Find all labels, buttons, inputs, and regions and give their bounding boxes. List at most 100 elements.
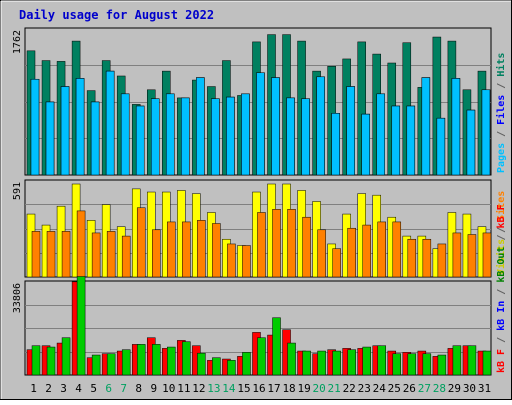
bar-sites-day-3 [61, 231, 71, 278]
x-tick-label: 10 [162, 382, 175, 395]
x-tick-label: 20 [313, 382, 326, 395]
bar-sites-day-17 [272, 209, 281, 278]
bar-kb-out-day-11 [182, 341, 191, 376]
bar-pages-day-6 [105, 70, 115, 176]
bar-pages-day-7 [120, 93, 130, 176]
bar-pages-day-30 [466, 109, 476, 176]
bar-sites-day-22 [347, 227, 356, 278]
bar-pages-day-18 [286, 97, 295, 176]
bar-pages-day-29 [451, 78, 461, 176]
bar-kb-out-day-6 [106, 353, 116, 376]
bar-pages-day-15 [241, 93, 250, 176]
bar-pages-day-17 [271, 77, 280, 176]
bar-kb-out-day-20 [317, 350, 326, 376]
x-tick-label: 17 [267, 382, 280, 395]
bar-sites-day-21 [332, 248, 341, 278]
bar-pages-day-22 [346, 86, 355, 176]
bar-kb-out-day-30 [467, 345, 477, 376]
legend-entry: kB Out [496, 247, 507, 283]
bar-sites-day-26 [407, 238, 417, 278]
bar-pages-day-19 [301, 98, 310, 176]
bar-sites-day-15 [242, 245, 251, 278]
legend-entry: / [496, 228, 507, 246]
x-tick-label: 6 [105, 382, 112, 395]
x-tick-label: 15 [237, 382, 250, 395]
bar-kb-out-day-19 [302, 350, 311, 376]
bar-kb-out-day-17 [272, 317, 281, 376]
legend-entry: / [496, 125, 507, 143]
bar-sites-day-29 [452, 232, 462, 278]
bar-sites-day-1 [31, 231, 41, 278]
bar-kb-out-day-10 [167, 346, 176, 376]
bar-sites-day-27 [422, 238, 432, 278]
bar-kb-out-day-3 [61, 337, 71, 376]
bar-pages-day-5 [90, 101, 100, 176]
bar-kb-out-day-18 [287, 342, 296, 376]
x-tick-label: 28 [433, 382, 446, 395]
legend-entry: kB In [496, 301, 507, 331]
x-tick-label: 13 [207, 382, 220, 395]
x-tick-label: 29 [448, 382, 461, 395]
bar-pages-day-25 [391, 105, 401, 176]
bar-kb-out-day-15 [242, 352, 251, 376]
bar-pages-day-8 [135, 105, 145, 176]
x-tick-label: 2 [45, 382, 52, 395]
bar-kb-out-day-7 [121, 349, 131, 376]
legend-entry: Pages [496, 143, 507, 173]
bar-pages-day-3 [60, 86, 70, 176]
x-tick-label: 14 [222, 382, 236, 395]
series-legend: Pages / Files / Hits [495, 53, 507, 173]
x-tick-label: 12 [192, 382, 205, 395]
bar-sites-day-18 [287, 209, 296, 278]
bar-kb-out-day-25 [392, 353, 402, 376]
x-tick-label: 24 [373, 382, 387, 395]
bar-pages-day-11 [181, 97, 190, 176]
bar-pages-day-31 [481, 89, 491, 176]
x-tick-label: 8 [135, 382, 142, 395]
bar-sites-day-11 [182, 221, 191, 278]
bar-kb-out-day-29 [452, 345, 462, 376]
bar-pages-day-21 [331, 113, 340, 176]
series-legend: Visits / Sites [495, 191, 507, 275]
legend-entry: / [496, 221, 507, 239]
bar-kb-out-day-27 [422, 353, 432, 376]
legend-entry: kB F [496, 349, 507, 373]
legend-entry: / [496, 331, 507, 349]
ymax-label: 1762 [12, 30, 23, 54]
x-tick-label: 23 [358, 382, 371, 395]
legend-entry: Sites [495, 191, 507, 221]
bar-pages-day-12 [196, 77, 205, 176]
bar-pages-day-1 [30, 78, 40, 176]
legend-entry: Hits [495, 53, 507, 77]
x-tick-label: 1 [30, 382, 37, 395]
bar-sites-day-19 [302, 216, 311, 278]
bar-kb-out-day-23 [362, 346, 371, 376]
bar-pages-day-26 [406, 105, 416, 176]
bar-pages-day-14 [226, 96, 235, 176]
bar-sites-day-12 [197, 220, 206, 278]
x-tick-label: 19 [297, 382, 310, 395]
bar-kb-out-day-2 [46, 346, 56, 376]
bar-kb-out-day-9 [152, 344, 161, 376]
x-tick-label: 9 [150, 382, 157, 395]
bar-sites-day-5 [91, 232, 101, 278]
legend-entry: Visits [495, 239, 507, 275]
x-tick-label: 5 [90, 382, 97, 395]
bar-pages-day-20 [316, 76, 325, 176]
bar-sites-day-6 [106, 231, 116, 278]
bar-sites-day-14 [227, 243, 236, 278]
x-tick-label: 7 [120, 382, 127, 395]
bar-kb-out-day-28 [437, 354, 447, 376]
x-tick-label: 22 [343, 382, 356, 395]
bar-sites-day-4 [76, 210, 86, 278]
bar-kb-out-day-21 [332, 350, 341, 376]
legend-entry: / [496, 283, 507, 301]
bar-kb-out-day-24 [377, 345, 386, 376]
x-tick-label: 25 [388, 382, 401, 395]
bar-sites-day-25 [392, 221, 402, 278]
x-tick-label: 27 [418, 382, 431, 395]
bar-sites-day-7 [121, 235, 131, 278]
x-tick-label: 21 [328, 382, 341, 395]
